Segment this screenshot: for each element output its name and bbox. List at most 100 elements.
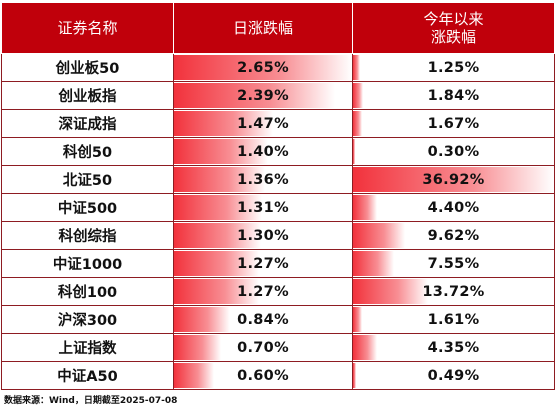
table-row: 创业板指 2.39% 1.84% [1, 81, 555, 110]
ytd-change-cell-value: 0.30% [427, 143, 480, 160]
header-daily-change: 日涨跌幅 [173, 2, 353, 54]
ytd-change-cell-bar [353, 83, 363, 108]
ytd-change-cell-bar [353, 335, 377, 360]
daily-change-cell: 2.39% [173, 81, 353, 110]
table-row: 深证成指 1.47% 1.67% [1, 109, 555, 138]
header-security-name: 证券名称 [1, 2, 174, 54]
daily-change-cell-value: 1.47% [237, 115, 289, 132]
daily-change-cell-value: 1.31% [237, 199, 289, 216]
daily-change-cell-bar [174, 363, 215, 388]
daily-change-cell-bar [174, 279, 260, 304]
ytd-change-cell: 9.62% [352, 221, 555, 250]
ytd-change-cell: 1.67% [352, 109, 555, 138]
ytd-change-cell-bar [353, 307, 362, 332]
ytd-change-cell: 1.84% [352, 81, 555, 110]
daily-change-cell: 1.30% [173, 221, 353, 250]
daily-change-cell-value: 2.39% [237, 87, 289, 104]
daily-change-cell-value: 0.70% [237, 339, 289, 356]
ytd-change-cell-value: 36.92% [422, 171, 485, 188]
daily-change-cell-value: 1.30% [237, 227, 289, 244]
table-row: 沪深300 0.84% 1.61% [1, 305, 555, 334]
table-row: 中证500 1.31% 4.40% [1, 193, 555, 222]
daily-change-cell: 1.27% [173, 249, 353, 278]
security-name-cell: 科创50 [1, 137, 174, 166]
daily-change-cell-value: 0.84% [237, 311, 289, 328]
daily-change-cell-bar [174, 139, 269, 164]
ytd-change-cell-value: 13.72% [422, 283, 485, 300]
daily-change-cell: 0.84% [173, 305, 353, 334]
daily-change-cell: 1.27% [173, 277, 353, 306]
daily-change-cell: 0.60% [173, 361, 353, 390]
ytd-change-cell-bar [353, 251, 395, 276]
daily-change-cell-bar [174, 307, 231, 332]
ytd-change-cell-bar [353, 279, 428, 304]
daily-change-cell-value: 0.60% [237, 367, 289, 384]
ytd-change-cell: 13.72% [352, 277, 555, 306]
ytd-change-cell: 7.55% [352, 249, 555, 278]
table-row: 北证50 1.36% 36.92% [1, 165, 555, 194]
ytd-change-cell-value: 1.84% [427, 87, 480, 104]
table-row: 中证A50 0.60% 0.49% [1, 361, 555, 390]
daily-change-cell-bar [174, 55, 352, 80]
ytd-change-cell-bar [353, 195, 377, 220]
ytd-change-cell: 0.30% [352, 137, 555, 166]
security-name-cell: 深证成指 [1, 109, 174, 138]
footnote-source: 数据来源：Wind，日期截至2025-07-08 [4, 396, 178, 406]
table-row: 中证1000 1.27% 7.55% [1, 249, 555, 278]
daily-change-cell: 1.36% [173, 165, 353, 194]
daily-change-cell-bar [174, 167, 266, 192]
daily-change-cell-value: 1.27% [237, 283, 289, 300]
ytd-change-cell-bar [353, 55, 360, 80]
table-row: 上证指数 0.70% 4.35% [1, 333, 555, 362]
security-name-cell: 中证500 [1, 193, 174, 222]
ytd-change-cell-bar [353, 223, 406, 248]
daily-change-cell-value: 1.40% [237, 143, 289, 160]
ytd-change-cell: 4.40% [352, 193, 555, 222]
ytd-change-cell-value: 7.55% [427, 255, 480, 272]
ytd-change-cell: 4.35% [352, 333, 555, 362]
table-row: 科创50 1.40% 0.30% [1, 137, 555, 166]
ytd-change-cell-value: 4.40% [427, 199, 480, 216]
ytd-change-cell-bar [353, 167, 554, 192]
header-row: 证券名称 日涨跌幅 今年以来 涨跌幅 [1, 2, 555, 54]
table-row: 科创综指 1.30% 9.62% [1, 221, 555, 250]
ytd-change-cell-value: 1.61% [427, 311, 480, 328]
daily-change-cell-value: 1.27% [237, 255, 289, 272]
ytd-change-cell-bar [353, 139, 355, 164]
security-name-cell: 创业板50 [1, 53, 174, 82]
daily-change-cell: 2.65% [173, 53, 353, 82]
ytd-change-cell-value: 4.35% [427, 339, 480, 356]
ytd-change-cell: 0.49% [352, 361, 555, 390]
security-name-cell: 北证50 [1, 165, 174, 194]
daily-change-cell-value: 1.36% [237, 171, 289, 188]
security-name-cell: 中证A50 [1, 361, 174, 390]
daily-change-cell: 1.40% [173, 137, 353, 166]
ytd-change-cell-bar [353, 111, 363, 136]
daily-change-cell-bar [174, 111, 273, 136]
security-name-cell: 科创100 [1, 277, 174, 306]
ytd-change-cell: 1.25% [352, 53, 555, 82]
table-row: 科创100 1.27% 13.72% [1, 277, 555, 306]
ytd-change-cell-value: 1.25% [427, 59, 480, 76]
security-name-cell: 创业板指 [1, 81, 174, 110]
security-name-cell: 中证1000 [1, 249, 174, 278]
daily-change-cell: 0.70% [173, 333, 353, 362]
daily-change-cell-bar [174, 83, 335, 108]
index-performance-table: 证券名称 日涨跌幅 今年以来 涨跌幅 创业板50 2.65% 1.25% 创业板指 2.… [1, 2, 555, 390]
ytd-change-cell-value: 1.67% [427, 115, 480, 132]
header-ytd-change: 今年以来 涨跌幅 [352, 2, 555, 54]
ytd-change-cell-value: 9.62% [427, 227, 480, 244]
table-row: 创业板50 2.65% 1.25% [1, 53, 555, 82]
daily-change-cell-bar [174, 251, 260, 276]
security-name-cell: 上证指数 [1, 333, 174, 362]
ytd-change-cell-value: 0.49% [427, 367, 480, 384]
security-name-cell: 沪深300 [1, 305, 174, 334]
ytd-change-cell: 36.92% [352, 165, 555, 194]
ytd-change-cell: 1.61% [352, 305, 555, 334]
security-name-cell: 科创综指 [1, 221, 174, 250]
ytd-change-cell-bar [353, 363, 356, 388]
daily-change-cell: 1.31% [173, 193, 353, 222]
daily-change-cell-bar [174, 195, 262, 220]
daily-change-cell: 1.47% [173, 109, 353, 138]
